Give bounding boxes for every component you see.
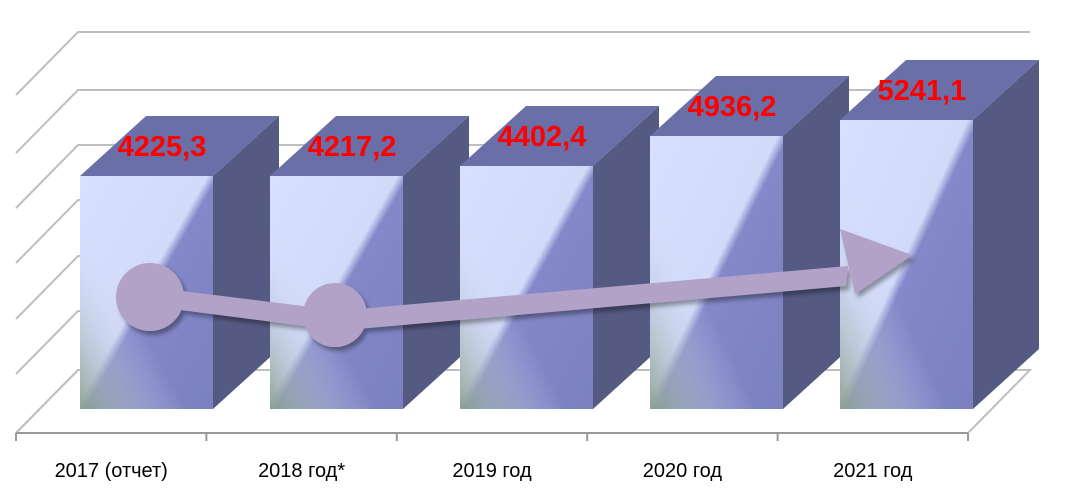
value-labels: 4225,3 4217,2 4402,4 4936,2 5241,1: [118, 75, 967, 163]
bar-side: [783, 76, 849, 409]
gridlines: [15, 31, 1033, 434]
bar-top: [650, 76, 849, 136]
arrow-node: [303, 283, 367, 347]
arrow-node: [116, 263, 184, 331]
bar-top: [840, 60, 1039, 120]
bar-side: [213, 116, 279, 409]
bar-side: [973, 60, 1039, 409]
value-label: 4217,2: [308, 131, 397, 163]
value-label: 4225,3: [118, 131, 207, 163]
trend-arrow: [116, 229, 912, 347]
bar-side: [593, 106, 659, 409]
value-label: 4936,2: [688, 91, 777, 123]
bar-front-shade: [460, 166, 593, 409]
bar-front-shade: [650, 136, 783, 409]
category-label: 2017 (отчет): [55, 460, 168, 482]
bar-top: [460, 106, 659, 166]
bars: [80, 60, 1039, 409]
category-label: 2021 год: [833, 460, 913, 482]
bar-top: [270, 116, 469, 176]
arrow-segment: [335, 266, 848, 331]
category-label: 2020 год: [643, 460, 723, 482]
bar: [840, 60, 1039, 409]
bar-side: [403, 116, 469, 409]
x-axis: [15, 432, 969, 441]
bar-top: [80, 116, 279, 176]
arrow-segment: [150, 287, 335, 330]
bar: [270, 116, 469, 409]
gridline: [15, 31, 1030, 96]
category-label: 2019 год: [452, 460, 532, 482]
trend-arrow-shape: [116, 229, 912, 347]
bar: [650, 76, 849, 409]
value-label: 4402,4: [498, 121, 587, 153]
value-label: 5241,1: [878, 75, 967, 107]
bar: [460, 106, 659, 409]
category-labels: 2017 (отчет) 2018 год* 2019 год 2020 год 202…: [55, 460, 913, 482]
category-label: 2018 год*: [258, 460, 345, 482]
arrowhead: [840, 229, 912, 294]
